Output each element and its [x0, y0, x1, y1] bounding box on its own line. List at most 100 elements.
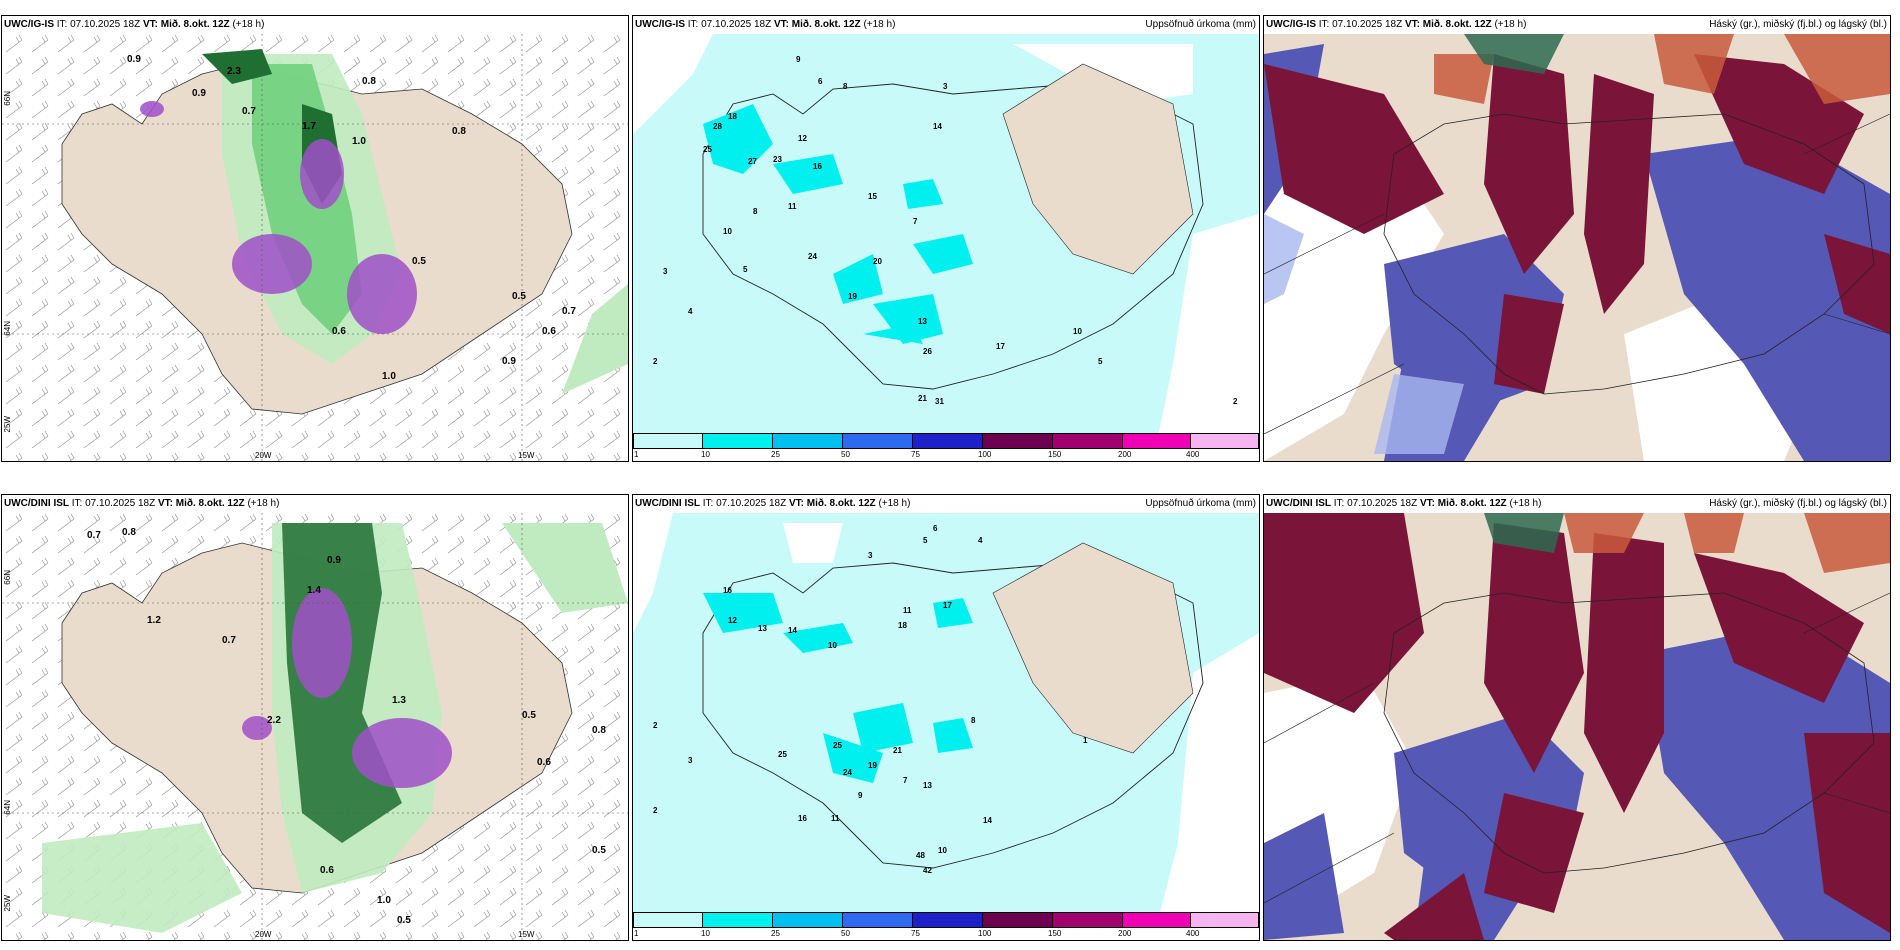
field-title: Uppsöfnuð úrkoma (mm) — [1145, 498, 1256, 509]
cbar-label: 75 — [911, 450, 920, 459]
cbar-swatch — [773, 433, 843, 449]
cbar-swatch — [1053, 433, 1123, 449]
wind-label: 0.5 — [512, 291, 526, 302]
svg-text:3: 3 — [688, 756, 693, 765]
init-time: IT: 07.10.2025 18Z — [1333, 498, 1418, 509]
wind-label: 0.7 — [562, 306, 576, 317]
vt-value: Mið. 8.okt. 12Z — [160, 19, 230, 30]
cbar-swatch — [843, 912, 913, 928]
svg-text:17: 17 — [996, 342, 1005, 351]
wind-label: 2.3 — [227, 66, 241, 77]
axis-label-66n: 66N — [3, 91, 12, 106]
cbar-label: 100 — [978, 450, 992, 459]
cbar-label: 1 — [634, 450, 639, 459]
wind-label: 0.9 — [327, 555, 341, 566]
svg-text:48: 48 — [916, 851, 925, 860]
svg-text:16: 16 — [723, 586, 732, 595]
svg-text:27: 27 — [748, 157, 757, 166]
svg-text:14: 14 — [788, 626, 797, 635]
iceland-outline — [702, 562, 1204, 869]
svg-text:13: 13 — [918, 317, 927, 326]
svg-text:15: 15 — [868, 192, 877, 201]
cbar-label: 75 — [911, 929, 920, 938]
init-time: IT: 07.10.2025 18Z — [1318, 19, 1403, 30]
axis-label-64n: 64N — [3, 321, 12, 336]
panel-header: UWC/DINI ISL IT: 07.10.2025 18Z VT: Mið.… — [2, 495, 628, 513]
svg-text:25: 25 — [778, 750, 787, 759]
lead-time: (+18 h) — [232, 19, 265, 30]
panel-bottom-right-cloud-map: UWC/DINI ISL IT: 07.10.2025 18Z VT: Mið.… — [1263, 494, 1891, 941]
svg-text:16: 16 — [798, 814, 807, 823]
cbar-swatch — [1123, 433, 1191, 449]
svg-text:18: 18 — [898, 621, 907, 630]
svg-text:11: 11 — [831, 814, 840, 823]
svg-text:14: 14 — [983, 816, 992, 825]
wind-label: 0.7 — [87, 530, 101, 541]
vt-label: VT: — [1404, 19, 1420, 30]
wind-label: 0.5 — [522, 710, 536, 721]
svg-text:9: 9 — [858, 791, 863, 800]
cbar-label: 150 — [1048, 450, 1062, 459]
wind-label: 1.0 — [352, 136, 366, 147]
model-name: UWC/IG-IS — [1266, 19, 1316, 30]
panel-top-left-wind-map: UWC/IG-IS IT: 07.10.2025 18Z VT: Mið. 8.… — [1, 15, 629, 462]
svg-text:23: 23 — [773, 155, 782, 164]
svg-text:20: 20 — [873, 257, 882, 266]
svg-text:6: 6 — [818, 77, 823, 86]
vt-label: VT: — [142, 19, 158, 30]
cbar-label: 200 — [1118, 450, 1132, 459]
cbar-swatch — [913, 912, 983, 928]
svg-text:26: 26 — [923, 347, 932, 356]
axis-label-66n: 66N — [3, 570, 12, 585]
svg-text:14: 14 — [933, 122, 942, 131]
cbar-label: 150 — [1048, 929, 1062, 938]
wind-label: 0.9 — [192, 88, 206, 99]
svg-text:10: 10 — [828, 641, 837, 650]
svg-text:2: 2 — [1233, 397, 1238, 406]
cbar-label: 50 — [841, 929, 850, 938]
cbar-label: 10 — [701, 929, 710, 938]
svg-text:21: 21 — [918, 394, 927, 403]
wind-label: 0.7 — [242, 106, 256, 117]
svg-text:17: 17 — [943, 601, 952, 610]
cbar-label: 400 — [1186, 450, 1200, 459]
panel-header: UWC/IG-IS IT: 07.10.2025 18Z VT: Mið. 8.… — [1264, 16, 1890, 34]
precip-map: 9 6 8 3 28 18 25 14 12 23 16 27 11 15 20… — [633, 34, 1259, 461]
lead-time: (+18 h) — [1509, 498, 1542, 509]
svg-text:4: 4 — [688, 307, 693, 316]
panel-header: UWC/DINI ISL IT: 07.10.2025 18Z VT: Mið.… — [1264, 495, 1890, 513]
model-name: UWC/IG-IS — [635, 19, 685, 30]
axis-label-20w: 20W — [255, 451, 272, 460]
axis-label-25w: 25W — [3, 895, 12, 912]
svg-text:3: 3 — [868, 551, 873, 560]
panel-bottom-left-wind-map: UWC/DINI ISL IT: 07.10.2025 18Z VT: Mið.… — [1, 494, 629, 941]
wind-label: 0.8 — [592, 725, 606, 736]
cbar-label: 50 — [841, 450, 850, 459]
svg-text:11: 11 — [903, 606, 912, 615]
panel-header: UWC/DINI ISL IT: 07.10.2025 18Z VT: Mið.… — [633, 495, 1259, 513]
svg-text:21: 21 — [893, 746, 902, 755]
svg-text:28: 28 — [713, 122, 722, 131]
cbar-swatch — [843, 433, 913, 449]
svg-text:7: 7 — [903, 776, 908, 785]
svg-text:9: 9 — [796, 55, 801, 64]
field-title: Háský (gr.), miðský (fj.bl.) og lágský (… — [1709, 498, 1887, 509]
model-name: UWC/DINI ISL — [4, 498, 69, 509]
model-name: UWC/IG-IS — [4, 19, 54, 30]
svg-text:8: 8 — [753, 207, 758, 216]
wind-label: 0.7 — [222, 635, 236, 646]
axis-label-64n: 64N — [3, 800, 12, 815]
wind-label: 2.2 — [267, 715, 281, 726]
lead-time: (+18 h) — [863, 19, 896, 30]
wind-label: 0.5 — [397, 915, 411, 926]
axis-label-20w: 20W — [255, 930, 272, 939]
wind-label: 1.2 — [147, 615, 161, 626]
vt-label: VT: — [157, 498, 173, 509]
cbar-swatch — [633, 912, 703, 928]
svg-text:4: 4 — [978, 536, 983, 545]
panel-header: UWC/IG-IS IT: 07.10.2025 18Z VT: Mið. 8.… — [2, 16, 628, 34]
svg-text:5: 5 — [1098, 357, 1103, 366]
cbar-swatch — [703, 912, 773, 928]
vt-label: VT: — [773, 19, 789, 30]
lead-time: (+18 h) — [247, 498, 280, 509]
